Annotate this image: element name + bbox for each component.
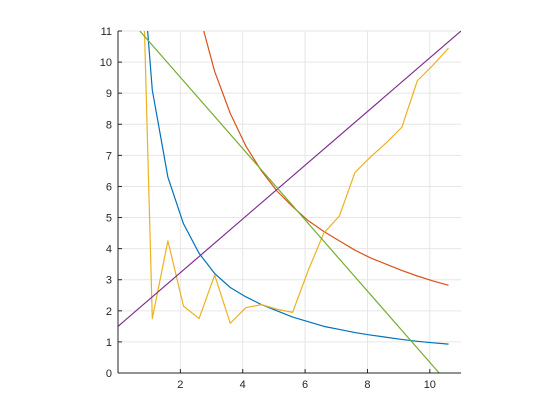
y-tick-label: 1: [106, 337, 112, 349]
y-tick-label: 10: [100, 57, 112, 69]
axes: [117, 30, 461, 374]
y-tick-label: 3: [106, 275, 112, 287]
series-group: [118, 31, 461, 373]
y-tick-label: 11: [101, 26, 112, 38]
y-tick-label: 2: [106, 306, 112, 318]
y-tick-label: 9: [106, 88, 112, 100]
tick-labels: 2 4 6 8 10 0 1 2 3 4 5 6 7 8 9 10 11: [100, 26, 436, 391]
x-tick-label: 10: [424, 379, 436, 391]
y-tick-label: 6: [106, 181, 112, 193]
series-line-1: [147, 31, 449, 345]
y-tick-label: 7: [106, 150, 112, 162]
x-tick-label: 4: [240, 379, 246, 391]
series-line-5: [139, 31, 440, 373]
series-line-4: [118, 31, 461, 327]
y-tick-label: 8: [106, 119, 112, 131]
y-tick-label: 4: [106, 244, 112, 256]
x-tick-label: 2: [177, 379, 183, 391]
grid: [118, 30, 461, 374]
y-tick-label: 5: [106, 213, 112, 225]
series-line-2: [203, 31, 449, 286]
x-tick-label: 6: [302, 379, 308, 391]
y-tick-label: 0: [106, 368, 112, 380]
series-line-3: [143, 31, 449, 324]
x-tick-label: 8: [364, 379, 370, 391]
